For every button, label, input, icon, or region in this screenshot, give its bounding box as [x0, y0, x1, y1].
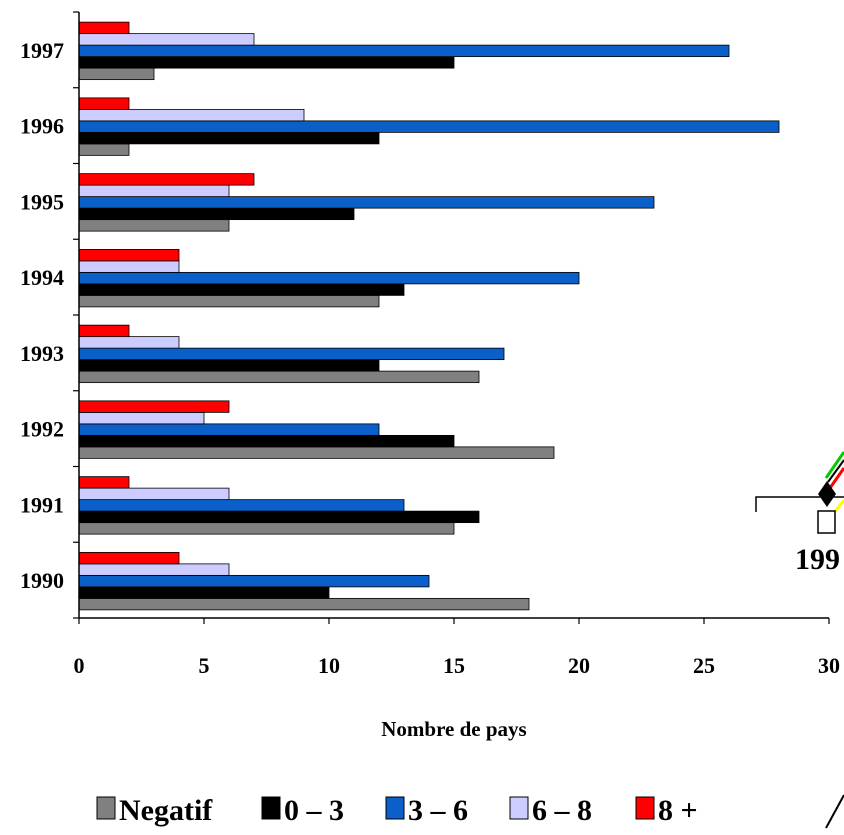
bar-1997-series-0: [78, 67, 155, 81]
y-tick-label-1992: 1992: [20, 417, 64, 442]
bar-1992-series-2: [78, 423, 380, 436]
bar-1992-series-4: [78, 400, 230, 413]
y-tick-label-1995: 1995: [20, 189, 64, 214]
x-tick-label-20: 20: [568, 653, 590, 678]
y-tick-label-1997: 1997: [20, 38, 64, 63]
bar-1997-series-3: [78, 33, 255, 46]
overlay-bottom-stroke: [825, 794, 844, 829]
legend-swatch-1: [261, 796, 281, 820]
bar-1991-series-1: [78, 510, 480, 524]
bar-1992-series-0: [78, 446, 555, 459]
legend-label-0: Negatif: [119, 794, 213, 827]
legend-swatch-0: [96, 796, 116, 820]
overlay-square-marker: [817, 510, 836, 534]
bar-1996-series-1: [78, 131, 380, 145]
x-axis-title: Nombre de pays: [381, 717, 526, 741]
y-tick-label-1993: 1993: [20, 341, 64, 366]
overlay-partial-label: 199: [795, 543, 840, 576]
bar-1991-series-4: [78, 476, 130, 489]
x-tick-label-5: 5: [199, 653, 210, 678]
bar-1990-series-0: [78, 597, 530, 611]
y-tick-label-1996: 1996: [20, 114, 64, 139]
bar-1991-series-2: [78, 499, 405, 512]
bar-1994-series-2: [78, 271, 580, 285]
bar-1995-series-0: [78, 219, 230, 232]
x-tick-label-25: 25: [693, 653, 715, 678]
bar-1990-series-4: [78, 551, 180, 565]
bars-layer: [78, 21, 780, 611]
legend-label-2: 3 – 6: [408, 794, 468, 827]
legend-label-3: 6 – 8: [532, 794, 592, 827]
legend-label-1: 0 – 3: [284, 794, 344, 827]
x-tick-label-10: 10: [318, 653, 340, 678]
legend-swatch-4: [635, 796, 655, 820]
bar-1993-series-2: [78, 347, 505, 361]
ticks-layer: 1990 1991 1992 1993 1994 1995 1996 1997 0 5 10 15 20…: [20, 11, 840, 678]
x-tick-label-15: 15: [443, 653, 465, 678]
overlay-bracket: [755, 496, 844, 512]
legend-swatch-3: [509, 796, 529, 820]
bar-1994-series-3: [78, 260, 180, 273]
bar-1994-series-4: [78, 248, 180, 262]
bar-1995-series-2: [78, 196, 655, 209]
y-tick-label-1991: 1991: [20, 492, 64, 517]
bar-1990-series-3: [78, 563, 230, 576]
overlay-fragment: 199: [755, 451, 844, 829]
overlay-green-line: [824, 451, 844, 479]
overlay-red-line: [828, 467, 844, 489]
bar-1997-series-1: [78, 56, 455, 69]
bar-1993-series-3: [78, 336, 180, 349]
y-tick-label-1990: 1990: [20, 568, 64, 593]
bar-1995-series-3: [78, 184, 230, 198]
bar-1996-series-4: [78, 97, 130, 110]
legend-label-4: 8 +: [658, 794, 698, 827]
overlay-black-line: [827, 459, 844, 483]
bar-1990-series-1: [78, 586, 330, 599]
bar-1997-series-4: [78, 21, 130, 35]
bar-1993-series-1: [78, 359, 380, 372]
y-tick-label-1994: 1994: [20, 265, 64, 290]
bar-1994-series-0: [78, 294, 380, 308]
bar-1991-series-0: [78, 522, 455, 535]
x-tick-label-0: 0: [74, 653, 85, 678]
bar-1992-series-1: [78, 434, 455, 448]
bar-1993-series-0: [78, 370, 480, 384]
bar-1996-series-0: [78, 143, 130, 156]
bar-1994-series-1: [78, 283, 405, 296]
legend-swatch-2: [385, 796, 405, 820]
x-tick-label-30: 30: [818, 653, 840, 678]
legend: Negatif 0 – 3 3 – 6 6 – 8 8 +: [96, 794, 698, 827]
bar-1996-series-2: [78, 120, 780, 133]
bar-1992-series-3: [78, 411, 205, 425]
bar-1995-series-4: [78, 173, 255, 186]
bar-1993-series-4: [78, 324, 130, 338]
bar-1996-series-3: [78, 108, 305, 122]
bar-1990-series-2: [78, 574, 430, 588]
bar-1991-series-3: [78, 487, 230, 501]
bar-1997-series-2: [78, 44, 730, 58]
bar-1995-series-1: [78, 207, 355, 221]
overlay-diamond-marker: [818, 481, 836, 507]
